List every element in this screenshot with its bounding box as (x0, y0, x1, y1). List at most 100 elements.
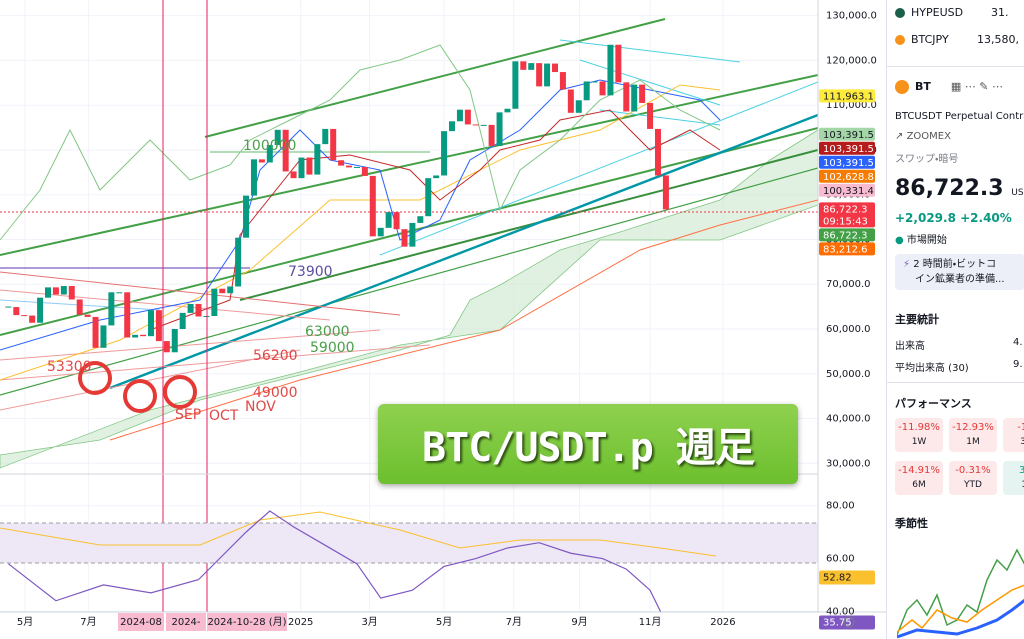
watch-row[interactable]: BTCJPY 13,580, (895, 33, 1024, 46)
candle (116, 292, 123, 294)
rsi-ma-box (819, 570, 875, 585)
annotation: 73900 (288, 264, 333, 280)
tile-period: 3M (1003, 435, 1024, 450)
rsi-line (8, 510, 662, 612)
price-label-box (819, 228, 875, 242)
candle (353, 166, 360, 168)
date-marker: 2024-08 (120, 617, 162, 628)
change: +2,029.8 (895, 211, 956, 225)
annotation: 53300 (47, 359, 92, 375)
symbol-kind: スワップ・暗号 (895, 154, 959, 165)
exchange-name: ZOOMEX (906, 131, 951, 142)
watch-price: 13,580, (977, 33, 1019, 46)
candle (559, 72, 566, 90)
annotation: 56200 (253, 348, 298, 364)
annotation: NOV (245, 399, 276, 415)
price-label: 100,331.4 (823, 186, 874, 197)
tile-period: 1Y (1003, 478, 1024, 493)
price-label: 102,628.8 (823, 172, 874, 183)
candle (472, 124, 479, 126)
candle (203, 316, 210, 318)
x-tick-label: 2026 (710, 617, 735, 628)
performance-tile: -14.91% 6M (895, 461, 943, 495)
candle (266, 145, 273, 163)
candle (520, 61, 527, 70)
price-label: 83,212.6 (823, 244, 868, 255)
tile-value: -0.31% (955, 465, 991, 476)
symbol-header: BT ▦ ⋯ ✎ ⋯ (895, 80, 1024, 94)
price-countdown: 09:15:43 (823, 216, 868, 227)
date-marker: 2024- (171, 617, 200, 628)
y-tick-label: 130,000.0 (826, 11, 877, 22)
price-label: 103,391.5 (823, 158, 874, 169)
y-tick-label: 70,000.0 (826, 279, 871, 290)
stat-label: 出来高 (895, 341, 925, 352)
rsi-ma-label: 52.82 (823, 572, 852, 583)
price-label: 86,722.3 (823, 204, 868, 215)
candle (235, 237, 242, 287)
performance-tile: -0.31% YTD (949, 461, 997, 495)
price-row: 86,722.3 USD (895, 176, 1024, 201)
settings-icon[interactable] (843, 616, 855, 628)
candle (480, 124, 487, 126)
watch-symbol: BTCJPY (911, 33, 949, 46)
rsi-value-box (819, 615, 875, 630)
overlays: 100000 73900 63000 59000 56200 53300 490… (0, 18, 818, 469)
change-pct: +2.40% (960, 211, 1012, 225)
rsi-tick-label: 80.00 (826, 501, 855, 512)
candle (227, 286, 234, 294)
candle (290, 171, 297, 179)
candle (504, 108, 511, 113)
candle (647, 102, 654, 129)
tile-value: 3.7 (1003, 463, 1024, 478)
watch-symbol: HYPEUSD (911, 6, 964, 19)
date-marker-box (207, 613, 287, 631)
performance-tile: -11.98% 1W (895, 418, 943, 452)
candle (100, 325, 107, 348)
candle (496, 112, 503, 146)
news[interactable]: ⚡ 2 時間前・ビットコ イン鉱業者の準備... (895, 254, 1024, 290)
candle (155, 310, 162, 342)
watch-row[interactable]: HYPEUSD 31. (895, 6, 1024, 19)
date-marker-box (118, 613, 164, 631)
candle (45, 287, 52, 298)
tile-value: -17. (1017, 422, 1024, 433)
status-row: ● 市場開始 (895, 235, 947, 246)
candles (5, 44, 669, 353)
candle (528, 63, 535, 70)
price-label-box (819, 127, 875, 141)
price-label: 103,391.5 (823, 144, 874, 155)
price-label: 111,963.1 (823, 91, 874, 102)
y-tick-label: 110,000.0 (826, 100, 877, 111)
stat-row: 平均出来高 (30) 9. (895, 359, 1024, 374)
status: 市場開始 (906, 235, 947, 246)
candle (13, 307, 20, 316)
candle (68, 286, 75, 300)
news-line: イン鉱業者の準備... (915, 274, 1005, 285)
tile-period: 1W (911, 437, 927, 447)
candle (385, 212, 392, 228)
rsi-value-label: 35.75 (823, 618, 852, 629)
date-marker-box (166, 613, 206, 631)
candle (544, 63, 551, 87)
stat-row: 出来高 4. (895, 337, 1024, 352)
currency: USD (1011, 188, 1024, 198)
candle (654, 128, 661, 176)
price-label-box (819, 242, 875, 256)
x-tick-label: 3月 (361, 616, 377, 628)
candle (425, 178, 432, 217)
candle (377, 227, 384, 237)
candle (140, 334, 147, 337)
price: 86,722.3 (895, 176, 1004, 201)
x-tick-label: 7月 (506, 616, 522, 628)
date-markers: 2024-08 2024- 2024-10-28 (月) (118, 613, 287, 631)
candle (575, 100, 582, 113)
x-tick-label: 5月 (436, 616, 452, 628)
annotation: SEP (175, 407, 201, 423)
candle (441, 131, 448, 176)
circles (78, 361, 197, 413)
candle (591, 81, 598, 83)
candle (124, 292, 131, 338)
candle (282, 129, 289, 172)
candle (76, 299, 83, 315)
